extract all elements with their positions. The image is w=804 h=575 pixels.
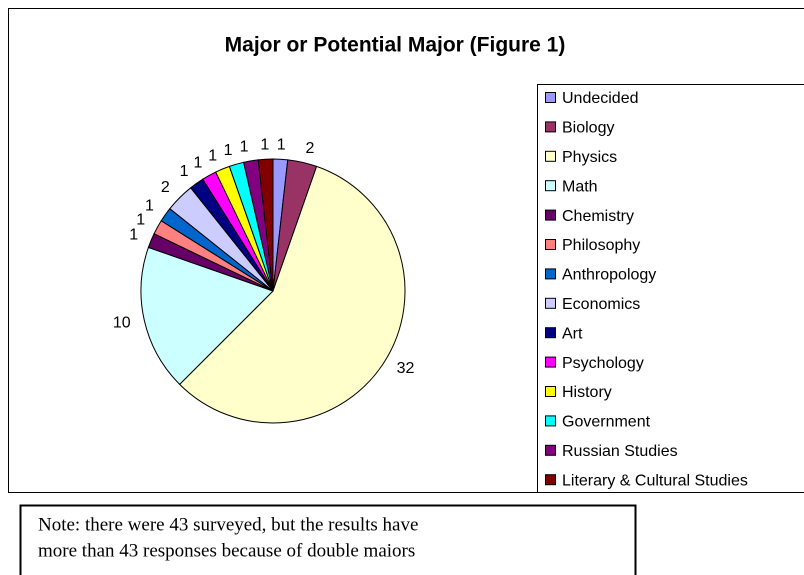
data-label: 1 — [240, 138, 249, 155]
legend-label: Anthropology — [562, 267, 656, 284]
pie-slice — [257, 158, 274, 292]
legend-label: Economics — [562, 296, 640, 313]
legend-label: Biology — [562, 120, 614, 137]
data-label: 1 — [129, 226, 138, 243]
data-label: 32 — [397, 360, 415, 377]
data-label: 2 — [305, 140, 314, 157]
legend-label: Art — [562, 325, 583, 342]
legend-swatch — [545, 415, 556, 427]
data-label: 1 — [136, 212, 145, 229]
legend-label: Philosophy — [562, 237, 640, 254]
note-frame — [19, 504, 637, 575]
data-label: 1 — [193, 154, 202, 171]
legend-label: Psychology — [562, 355, 644, 372]
legend-swatch — [545, 150, 556, 162]
data-label: 1 — [277, 136, 286, 153]
legend-frame — [537, 84, 804, 493]
legend-swatch — [545, 92, 556, 103]
pie-slice — [178, 165, 406, 424]
legend-swatch — [545, 327, 556, 339]
legend-label: Government — [562, 414, 651, 431]
legend-swatch — [545, 180, 556, 192]
legend-swatch — [545, 444, 556, 456]
data-label: 1 — [145, 198, 154, 215]
note-line: more than 43 responses because of double… — [38, 540, 415, 561]
data-label: 2 — [161, 179, 170, 196]
legend-swatch — [545, 386, 556, 397]
legend-label: Physics — [562, 149, 617, 166]
data-label: 1 — [224, 142, 233, 159]
note-line: Note: there were 43 surveyed, but the re… — [38, 514, 418, 535]
legend-label: History — [562, 384, 612, 401]
legend-swatch — [545, 474, 556, 486]
pie-slice — [140, 246, 274, 386]
legend-swatch — [545, 356, 556, 368]
legend-swatch — [545, 121, 556, 133]
legend-label: Math — [562, 178, 598, 195]
legend-label: Russian Studies — [562, 443, 678, 460]
data-label: 1 — [260, 136, 269, 153]
legend-swatch — [545, 209, 556, 221]
legend-label: Literary & Cultural Studies — [562, 472, 748, 489]
data-label: 10 — [113, 315, 131, 332]
legend-label: Chemistry — [562, 208, 634, 225]
legend-swatch — [545, 268, 556, 280]
legend-swatch — [545, 239, 556, 250]
data-label: 1 — [180, 163, 189, 180]
legend-label: Undecided — [562, 90, 639, 107]
legend-swatch — [545, 297, 556, 309]
data-label: 1 — [208, 147, 217, 164]
chart-title: Major or Potential Major (Figure 1) — [225, 34, 566, 57]
